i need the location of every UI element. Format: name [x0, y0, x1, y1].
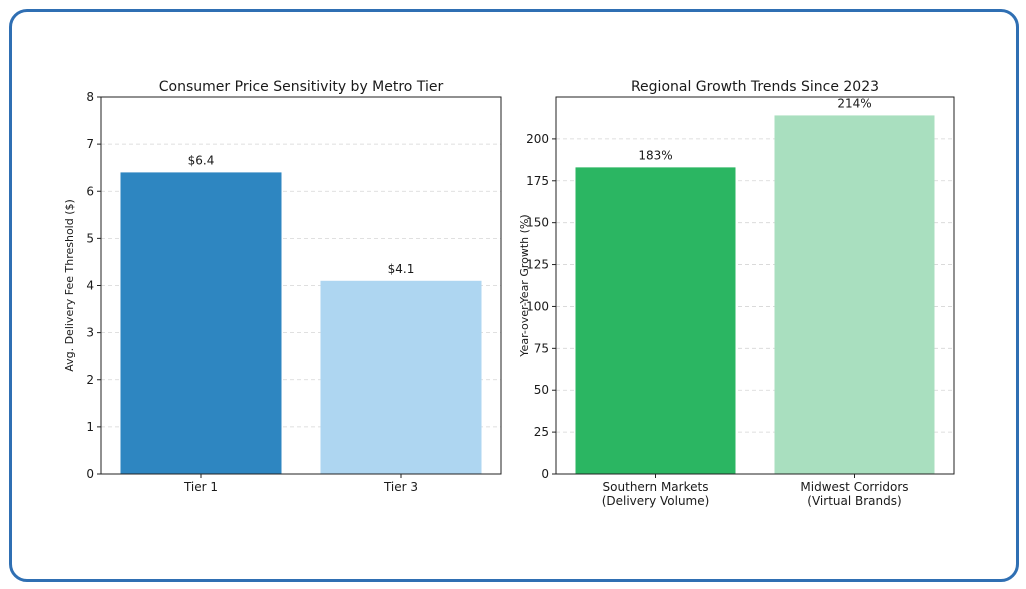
y-tick-label: 8 — [86, 90, 94, 104]
y-tick-label: 25 — [534, 425, 549, 439]
data-label: $4.1 — [388, 262, 415, 276]
y-tick-label: 0 — [541, 467, 549, 481]
x-tick-label: (Virtual Brands) — [807, 494, 901, 508]
y-tick-label: 100 — [526, 299, 549, 313]
bar-1 — [120, 172, 282, 474]
x-tick-label: Midwest Corridors — [800, 480, 908, 494]
data-label: 183% — [638, 148, 672, 162]
y-tick-label: 50 — [534, 383, 549, 397]
y-tick-label: 125 — [526, 258, 549, 272]
bar-1 — [575, 167, 736, 474]
y-tick-label: 7 — [86, 137, 94, 151]
y-tick-label: 5 — [86, 231, 94, 245]
chart-panel-2: 183% 214% 0 25 50 75 100 125 150 175 200 Southern M… — [518, 79, 955, 508]
chart-title: Consumer Price Sensitivity by Metro Tier — [159, 79, 444, 95]
y-tick-label: 6 — [86, 184, 94, 198]
data-label: $6.4 — [188, 153, 215, 167]
y-tick-label: 1 — [86, 420, 94, 434]
plot-frame — [555, 96, 955, 475]
y-tick-label: 175 — [526, 174, 549, 188]
bar-2 — [774, 115, 935, 474]
y-tick-label: 0 — [86, 467, 94, 481]
y-tick-label: 150 — [526, 216, 549, 230]
y-axis-label: Avg. Delivery Fee Threshold ($) — [63, 199, 76, 372]
y-tick-label: 4 — [86, 279, 94, 293]
y-tick-label: 200 — [526, 132, 549, 146]
y-tick-label: 2 — [86, 373, 94, 387]
data-label: 214% — [837, 96, 871, 110]
y-tick-label: 75 — [534, 341, 549, 355]
x-tick-label: (Delivery Volume) — [602, 494, 710, 508]
x-tick-label: Tier 1 — [183, 480, 218, 494]
y-axis-label: Year-over-Year Growth (%) — [518, 214, 531, 357]
chart-title: Regional Growth Trends Since 2023 — [631, 79, 879, 95]
chart-panel-1: $6.4 $4.1 0 1 2 3 4 5 6 7 8 Tier 1 Tier 3 Consumer Pr… — [63, 79, 502, 494]
x-tick-label: Tier 3 — [383, 480, 418, 494]
bar-2 — [320, 280, 482, 474]
y-tick-label: 3 — [86, 326, 94, 340]
x-tick-label: Southern Markets — [603, 480, 709, 494]
